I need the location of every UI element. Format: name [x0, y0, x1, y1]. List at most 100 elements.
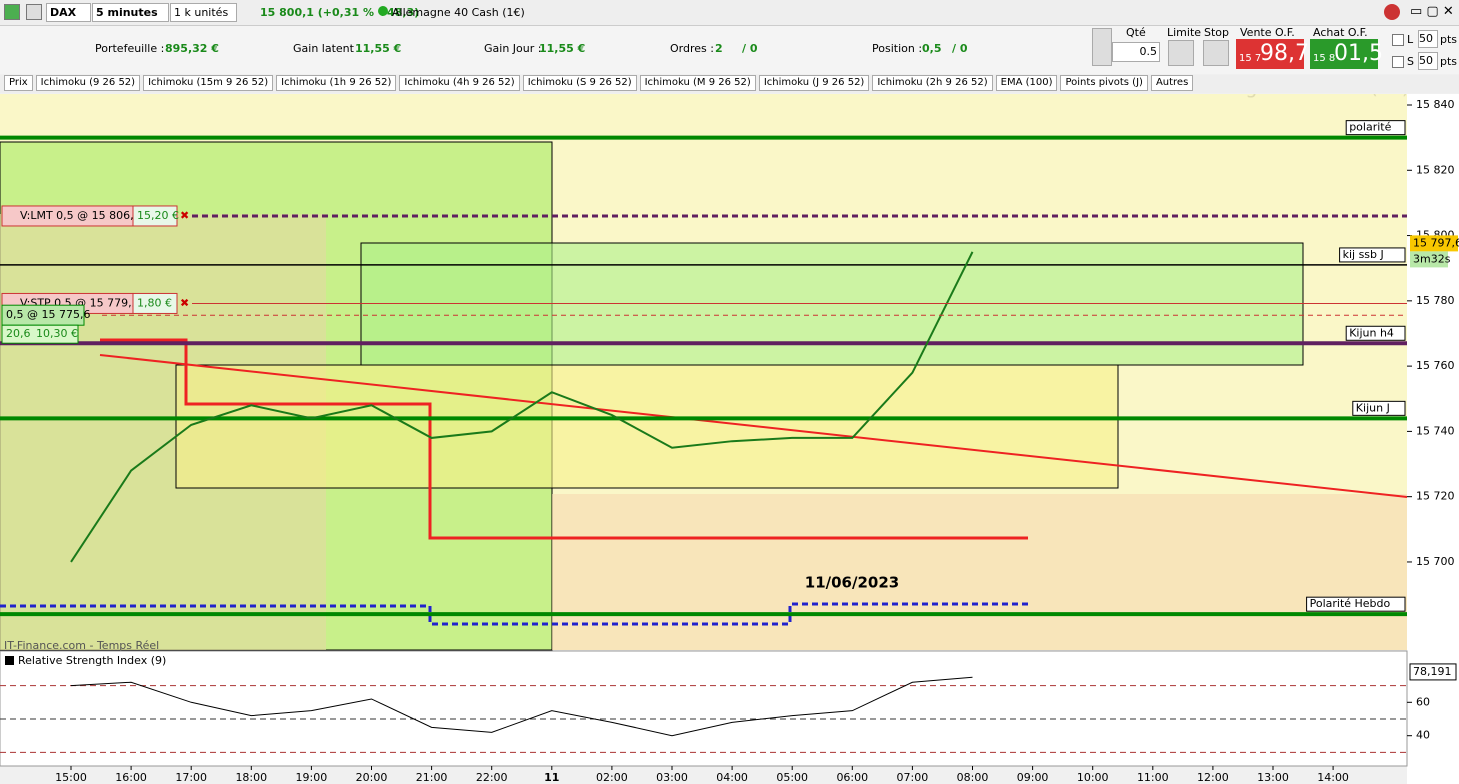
toolbar: DAX 5 minutes 1 k unités 15 800,1 (+0,31…: [0, 0, 1459, 26]
sell-small: 15 7: [1239, 53, 1262, 64]
price-tick-label: 15 840: [1416, 98, 1455, 111]
zone: [175, 364, 1119, 489]
short-input[interactable]: 50: [1418, 52, 1438, 70]
sell-button[interactable]: 15 7 98,7: [1236, 39, 1309, 69]
level-label: Kijun J: [1356, 401, 1390, 414]
instrument-name: Allemagne 40 Cash (1€): [392, 6, 525, 19]
rsi-panel: [0, 650, 1408, 767]
long-unit: pts: [1440, 33, 1458, 46]
order-cancel[interactable]: ✖: [180, 209, 189, 222]
price-tick-label: 15 780: [1416, 294, 1455, 307]
rsi-last: 78,191: [1413, 665, 1452, 678]
indicator-tab[interactable]: EMA (100): [995, 75, 1058, 91]
time-label: 08:00: [957, 771, 989, 784]
instrument-select[interactable]: DAX: [46, 3, 91, 22]
indicator-tab[interactable]: Ichimoku (S 9 26 52): [522, 75, 637, 91]
indicator-tab[interactable]: Ichimoku (1h 9 26 52): [276, 75, 397, 91]
indicator-tab[interactable]: Ichimoku (2h 9 26 52): [872, 75, 993, 91]
limit-label: Limite: [1167, 26, 1202, 39]
account-value: 11,55 €: [539, 42, 586, 55]
price-tick-label: 15 740: [1416, 424, 1455, 437]
price-tick-label: 15 760: [1416, 359, 1455, 372]
rsi-legend-icon: [5, 656, 14, 665]
level-label: polarité: [1349, 121, 1391, 134]
limit-button[interactable]: [1168, 40, 1194, 66]
stop-button[interactable]: [1203, 40, 1229, 66]
tool-button[interactable]: [1092, 28, 1112, 66]
level-box: [1306, 596, 1406, 612]
position-detail-box: [1, 324, 79, 344]
buy-button[interactable]: 15 8 01,5: [1310, 39, 1383, 69]
time-label: 15:00: [55, 771, 87, 784]
level-box: [1345, 120, 1406, 136]
short-unit: pts: [1440, 55, 1458, 68]
long-label: L: [1407, 33, 1414, 46]
stop-label: Stop: [1204, 26, 1230, 39]
time-label: 19:00: [296, 771, 328, 784]
indicator-tab[interactable]: Prix: [4, 75, 33, 91]
time-label: 21:00: [416, 771, 448, 784]
level-label: Kijun h4: [1349, 326, 1394, 339]
indicator-tab[interactable]: Ichimoku (9 26 52): [35, 75, 141, 91]
price-tick-label: 15 700: [1416, 555, 1455, 568]
indicator-tabs: Prix Ichimoku (9 26 52) Ichimoku (15m 9 26…: [0, 75, 1459, 93]
date-annotation: 11/06/2023: [805, 574, 899, 592]
account-value: 895,32 €: [165, 42, 219, 55]
account-secondary: / 0: [742, 42, 758, 55]
time-label: 10:00: [1077, 771, 1109, 784]
time-label: 03:00: [656, 771, 688, 784]
time-label: 16:00: [115, 771, 147, 784]
time-label: 07:00: [897, 771, 929, 784]
level-label: kij ssb J: [1343, 248, 1384, 261]
checkbox[interactable]: [1392, 34, 1404, 46]
indicator-tab[interactable]: Points pivots (J): [1060, 75, 1148, 91]
indicator-tab[interactable]: Ichimoku (M 9 26 52): [639, 75, 756, 91]
chart-icon[interactable]: [4, 4, 20, 20]
position-text: 0,5 @ 15 775,6: [6, 308, 90, 321]
indicator-tab[interactable]: Ichimoku (15m 9 26 52): [143, 75, 274, 91]
trend-line: [99, 354, 1408, 498]
time-label: 20:00: [356, 771, 388, 784]
rsi-title: Relative Strength Index (9): [18, 654, 166, 667]
qty-input[interactable]: 0.5: [1112, 42, 1160, 62]
time-label: 14:00: [1317, 771, 1349, 784]
buy-small: 15 8: [1313, 53, 1336, 64]
menu-icon[interactable]: [26, 4, 42, 20]
refresh-icon[interactable]: [1384, 4, 1400, 20]
period-select[interactable]: 5 minutes: [92, 3, 169, 22]
sell-label: Vente O.F.: [1240, 26, 1295, 39]
order-gain-box: [132, 292, 178, 314]
account-value: 2: [715, 42, 723, 55]
indicator-line: [100, 338, 1028, 540]
order-cancel[interactable]: ✖: [180, 296, 189, 309]
time-label: 02:00: [596, 771, 628, 784]
long-input[interactable]: 50: [1418, 30, 1438, 48]
window-controls[interactable]: ▭ ▢ ✕: [1410, 4, 1454, 19]
time-label: 12:00: [1197, 771, 1229, 784]
time-label: 11: [544, 771, 559, 784]
level-label: Polarité Hebdo: [1310, 597, 1391, 610]
position-gain: 10,30 €: [36, 327, 78, 340]
rsi-tick-label: 40: [1416, 729, 1430, 742]
indicator-tab[interactable]: Ichimoku (J 9 26 52): [758, 75, 870, 91]
account-label: Gain latent :: [293, 42, 362, 55]
time-label: 09:00: [1017, 771, 1049, 784]
order-text: V:LMT 0,5 @ 15 806,0: [20, 209, 141, 222]
indicator-tab[interactable]: Autres: [1150, 75, 1194, 91]
indicator-tab[interactable]: Ichimoku (4h 9 26 52): [399, 75, 520, 91]
order-gain: 15,20 €: [137, 209, 179, 222]
level-box: [1352, 400, 1406, 416]
sell-big: 98,7: [1260, 41, 1309, 66]
account-label: Position :: [872, 42, 923, 55]
time-label: 17:00: [175, 771, 207, 784]
units-select[interactable]: 1 k unités: [170, 3, 237, 22]
time-label: 11:00: [1137, 771, 1169, 784]
account-value: 0,5: [922, 42, 942, 55]
short-label: S: [1407, 55, 1414, 68]
zone: [360, 242, 1304, 366]
order-gain-box: [132, 205, 178, 227]
account-value: 11,55 €: [355, 42, 402, 55]
checkbox[interactable]: [1392, 56, 1404, 68]
data-source: IT-Finance.com - Temps Réel: [4, 639, 159, 652]
